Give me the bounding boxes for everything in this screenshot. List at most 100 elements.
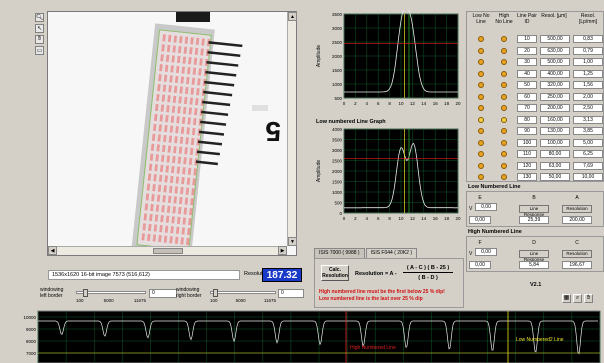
line-pair-bar [150,143,155,151]
low-line-radio[interactable] [478,151,484,157]
x-tick-label: 20 [455,101,461,106]
line-pair-bar [159,114,164,122]
zoom-graph-icon[interactable]: ⌕ [573,294,582,303]
line-pair-bar [165,115,169,123]
x-tick-label: 14 [421,216,427,221]
low-line-radio[interactable] [478,82,484,88]
high-line-radio[interactable] [501,162,507,169]
slider-thumb[interactable] [213,289,218,297]
line-pair-row: 100 100,00 5,00 [467,138,604,148]
high-line-radio[interactable] [501,59,507,65]
tab-isis-7000[interactable]: ISIS 7000 ( 9988 ) [314,248,365,258]
rect-icon[interactable]: ▭ [35,46,44,55]
hand-icon[interactable]: ✋︎ [35,35,44,44]
low-line-radio[interactable] [478,47,484,54]
line-pair-bar [151,193,155,202]
line-pair-bar [159,64,163,72]
scroll-thumb[interactable] [153,248,183,254]
high-line-radio[interactable] [501,105,507,111]
line-pair-bar [155,154,159,162]
low-line-v-input[interactable]: 0,00 [475,203,497,211]
line-pair-bar [174,136,178,144]
windowing-left-input[interactable]: 0 [149,289,177,298]
high-numbered-line-label: High Numbered Line [350,345,396,351]
line-pair-bar [194,47,199,55]
x-tick-label: 6 [377,101,380,106]
high-line-radio[interactable] [501,139,507,146]
low-line-radio[interactable] [478,70,484,77]
high-line-radio[interactable] [501,70,507,77]
slider-thumb[interactable] [83,289,88,297]
high-line-v2[interactable]: 0,00 [469,261,491,269]
calc-resolution-button[interactable]: Calc. Resolution [321,265,349,281]
scroll-down-icon[interactable]: ▼ [288,237,297,246]
line-pair-bar [190,137,195,146]
line-pair-bar [175,176,180,184]
low-line-radio[interactable] [478,36,484,42]
marker-digit: 5 [265,116,281,147]
resolution-um: 320,00 [540,81,570,89]
line-pair-bar [158,74,162,82]
low-line-radio[interactable] [478,93,484,100]
high-line-radio[interactable] [501,36,507,42]
high-line-radio[interactable] [501,82,507,88]
bottom-profile-plot: 10000 9000 8000 7000 High Numbered Line Low N… [23,310,601,363]
low-line-radio[interactable] [478,105,484,111]
marker-tab [201,110,229,117]
high-line-radio[interactable] [501,174,507,180]
line-pair-bar [170,115,175,123]
line-pair-bar [168,85,172,93]
x-tick-label: 20 [455,216,461,221]
line-pair-bar [162,34,166,42]
scroll-up-icon[interactable]: ▲ [288,12,297,21]
low-line-radio[interactable] [478,139,484,146]
high-line-radio[interactable] [501,116,507,123]
low-line-radio[interactable] [478,116,484,123]
scroll-left-icon[interactable]: ◀ [48,246,57,255]
line-pair-bar [170,226,174,234]
scroll-right-icon[interactable]: ▶ [278,246,287,255]
high-line-radio[interactable] [501,151,507,157]
windowing-right-input[interactable]: 0 [278,289,304,298]
line-pair-bar [174,75,179,84]
line-pair-bar [180,237,184,245]
line-pair-bar [200,48,204,56]
image-viewport[interactable]: 5 [47,11,297,256]
line-pair-row: 90 130,00 3,85 [467,126,604,136]
x-tick-label: 10 [398,101,404,106]
low-line-radio[interactable] [478,59,484,65]
low-numbered-line-label: Low Numbered2 Line [516,337,564,343]
y-tick-label: 3000 [332,148,343,153]
zoom-icon[interactable]: 🔍︎ [35,13,44,22]
high-line-radio[interactable] [501,128,507,134]
line-pair-bar [173,85,178,94]
low-line-v2[interactable]: 0,00 [469,216,491,224]
low-line-radio[interactable] [478,128,484,134]
line-pair-bar [160,54,164,62]
line-pair-bar [152,184,156,192]
low-line-radio[interactable] [478,174,484,180]
pointer-icon[interactable]: ↖ [35,24,44,33]
grid-icon[interactable]: ▦ [562,294,571,303]
line-pair-bar [189,147,194,156]
windowing-left-slider[interactable] [76,289,146,297]
line-pair-bar [171,105,176,113]
y-tick-label: 4000 [332,127,343,132]
high-line-radio[interactable] [501,47,507,54]
windowing-right-slider[interactable] [210,289,276,297]
resolution-value: 187.32 [262,268,302,282]
marker-tab [207,51,241,57]
line-pair-bar [148,163,153,171]
x-tick-label: 2 [354,216,357,221]
high-line-v-input[interactable]: 0,00 [475,248,497,256]
y-tick-label: 500 [334,200,342,205]
y-tick-label: 1000 [332,190,343,195]
pan-icon[interactable]: ✋︎ [584,294,593,303]
high-line-radio[interactable] [501,93,507,100]
image-vertical-scrollbar[interactable]: ▲ ▼ [287,12,297,246]
line-pair-bar [175,65,180,74]
low-line-radio[interactable] [478,162,484,169]
resolution-um: 130,00 [540,127,570,135]
image-horizontal-scrollbar[interactable]: ◀ ▶ [48,246,287,255]
tab-isis-f044[interactable]: ISIS F044 ( 20K2 ) [365,248,418,258]
